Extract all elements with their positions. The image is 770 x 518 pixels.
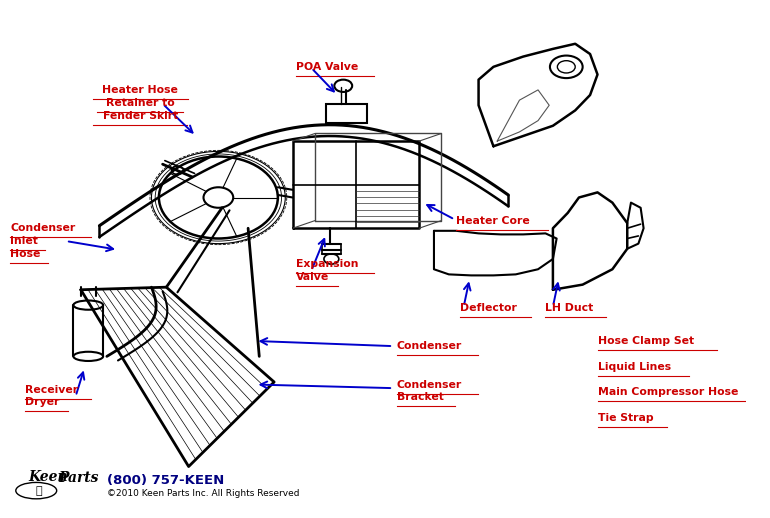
- Text: Expansion: Expansion: [296, 259, 359, 269]
- Text: Condenser: Condenser: [397, 341, 462, 351]
- Text: Bracket: Bracket: [397, 392, 444, 402]
- Text: Parts: Parts: [59, 471, 99, 485]
- Text: Hose: Hose: [10, 249, 41, 259]
- Text: Main Compressor Hose: Main Compressor Hose: [598, 387, 738, 397]
- Text: Heater Hose: Heater Hose: [102, 85, 178, 95]
- Text: 🚗: 🚗: [35, 485, 42, 496]
- Text: Condenser: Condenser: [10, 223, 75, 233]
- Text: Receiver: Receiver: [25, 385, 79, 395]
- Text: Hose Clamp Set: Hose Clamp Set: [598, 336, 694, 346]
- Text: (800) 757-KEEN: (800) 757-KEEN: [107, 474, 224, 487]
- Text: Deflector: Deflector: [460, 303, 517, 313]
- Text: Keen: Keen: [28, 470, 69, 484]
- Text: Condenser: Condenser: [397, 380, 462, 390]
- Text: Fender Skirt: Fender Skirt: [102, 110, 178, 121]
- Text: Liquid Lines: Liquid Lines: [598, 362, 671, 371]
- Text: Inlet: Inlet: [10, 236, 38, 246]
- Text: Heater Core: Heater Core: [457, 215, 530, 225]
- Text: POA Valve: POA Valve: [296, 62, 359, 72]
- Text: Dryer: Dryer: [25, 397, 59, 408]
- Text: Tie Strap: Tie Strap: [598, 413, 653, 423]
- Text: ©2010 Keen Parts Inc. All Rights Reserved: ©2010 Keen Parts Inc. All Rights Reserve…: [107, 489, 300, 498]
- Text: Retainer to: Retainer to: [106, 98, 175, 108]
- Text: Valve: Valve: [296, 272, 330, 282]
- Text: LH Duct: LH Duct: [545, 303, 594, 313]
